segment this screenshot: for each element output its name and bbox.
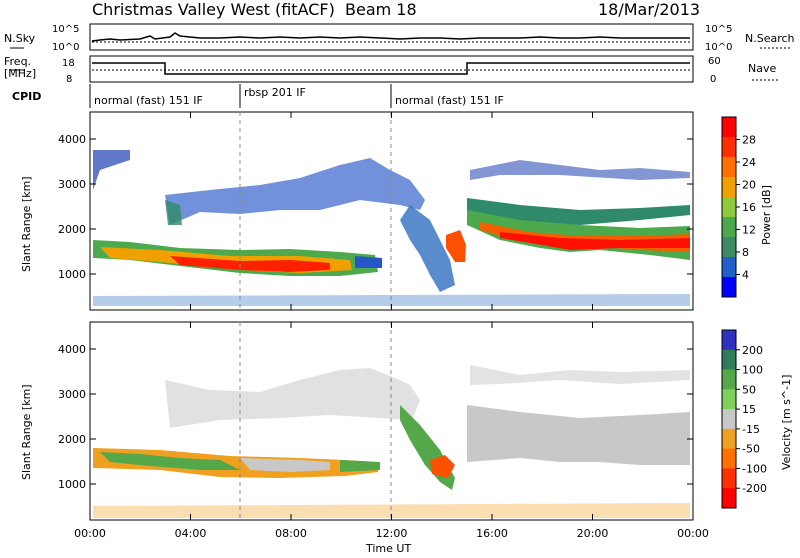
power-colorbar-segment: [722, 217, 736, 238]
nave-label: Nave: [748, 62, 776, 75]
freq-tick-high: 18: [62, 58, 75, 69]
velocity-colorbar-tick-label: -50: [742, 443, 760, 456]
cpid-panel: CPID normal (fast) 151 IF rbsp 201 IF no…: [12, 84, 504, 108]
velocity-colorbar-segment: [722, 409, 736, 430]
velocity-colorbar-segment: [722, 488, 736, 509]
power-x-axis: [89, 112, 694, 310]
cpid-mode-2: rbsp 201 IF: [244, 86, 306, 99]
power-colorbar-segment: [722, 257, 736, 278]
power-colorbar-segment: [722, 237, 736, 258]
power-y-axis: 1000 2000 3000 4000: [58, 133, 693, 281]
velocity-y-axis-label: Slant Range [km]: [20, 384, 33, 480]
nsearch-tick-high: 10^5: [705, 24, 732, 35]
nsky-tick-low: 10^0: [52, 42, 79, 53]
power-y-axis-label: Slant Range [km]: [20, 176, 33, 272]
velocity-colorbar-tick-label: -200: [742, 482, 767, 495]
power-colorbar-segment: [722, 277, 736, 298]
cpid-label: CPID: [12, 90, 41, 103]
power-colorbar-tick-label: 28: [742, 134, 756, 147]
nsky-label: N.Sky: [4, 32, 36, 45]
power-y-tick-label: 3000: [58, 178, 86, 191]
power-y-tick-label: 1000: [58, 268, 86, 281]
velocity-panel: 1000 2000 3000 4000 Slant Range [km]: [20, 321, 694, 521]
time-axis-labels: 00:00 04:00 08:00 12:00 16:00 20:00 00:00: [74, 527, 709, 540]
power-panel: 1000 2000 3000 4000 Slant Range [km]: [20, 111, 694, 311]
power-colorbar-tick-label: 8: [742, 246, 749, 259]
power-colorbar: 4 8 12 16 20 24 28 Power [dB]: [721, 116, 773, 298]
velocity-y-tick-label: 4000: [58, 343, 86, 356]
x-tick-label: 20:00: [577, 527, 609, 540]
power-colorbar-segment: [722, 177, 736, 198]
nsky-trace: [91, 32, 690, 42]
x-tick-label: 08:00: [275, 527, 307, 540]
nsky-tick-high: 10^5: [52, 24, 79, 35]
nsearch-tick-low: 10^0: [705, 42, 732, 53]
power-y-tick-label: 4000: [58, 133, 86, 146]
x-tick-label: 16:00: [476, 527, 508, 540]
velocity-colorbar-segment: [722, 349, 736, 371]
cpid-mode-1: normal (fast) 151 IF: [94, 94, 203, 107]
power-scatter: [93, 150, 690, 306]
freq-panel: Freq. [MHz] 18 8 60 0 Nave: [4, 55, 778, 85]
power-colorbar-tick-label: 20: [742, 179, 756, 192]
velocity-colorbar-tick-label: 100: [742, 364, 763, 377]
velocity-colorbar-tick-label: -15: [742, 423, 760, 436]
freq-trace: [92, 62, 690, 75]
velocity-y-tick-label: 3000: [58, 388, 86, 401]
velocity-x-axis: [89, 322, 694, 520]
nave-tick-low: 0: [710, 74, 716, 85]
velocity-colorbar-segment: [722, 448, 736, 469]
power-colorbar-segment: [722, 117, 736, 138]
x-tick-label: 04:00: [175, 527, 207, 540]
nave-tick-high: 60: [708, 56, 721, 67]
velocity-colorbar-tick-label: 50: [742, 383, 756, 396]
velocity-colorbar-segment: [722, 389, 736, 410]
velocity-y-tick-label: 1000: [58, 478, 86, 491]
velocity-colorbar-tick-label: -100: [742, 462, 767, 475]
power-colorbar-tick-label: 16: [742, 201, 756, 214]
power-colorbar-tick-label: 4: [742, 269, 749, 282]
freq-label-1: Freq.: [4, 55, 31, 68]
velocity-y-tick-label: 2000: [58, 433, 86, 446]
nsearch-label: N.Search: [745, 32, 795, 45]
x-tick-label: 00:00: [677, 527, 709, 540]
freq-tick-low: 8: [66, 74, 72, 85]
power-colorbar-segment: [722, 137, 736, 158]
power-colorbar-segment: [722, 157, 736, 178]
power-colorbar-tick-label: 24: [742, 156, 756, 169]
power-colorbar-tick-label: 12: [742, 224, 756, 237]
date-label: 18/Mar/2013: [598, 0, 700, 19]
x-tick-label: 00:00: [74, 527, 106, 540]
velocity-colorbar-segment: [722, 330, 736, 351]
station-title: Christmas Valley West (fitACF): [92, 0, 335, 19]
velocity-colorbar-segment: [722, 428, 736, 450]
velocity-scatter: [93, 365, 690, 518]
cpid-mode-3: normal (fast) 151 IF: [395, 94, 504, 107]
velocity-y-axis: 1000 2000 3000 4000: [58, 343, 693, 491]
velocity-colorbar-label: Velocity [m s^-1]: [780, 375, 793, 470]
x-tick-label: 12:00: [376, 527, 408, 540]
power-colorbar-segment: [722, 197, 736, 218]
nsky-panel: N.Sky 10^5 10^0 10^5 10^0 N.Search: [4, 23, 795, 53]
velocity-colorbar-tick-label: 200: [742, 344, 763, 357]
velocity-colorbar-segment: [722, 369, 736, 390]
power-colorbar-label: Power [dB]: [760, 185, 773, 245]
velocity-colorbar-tick-label: 15: [742, 403, 756, 416]
velocity-colorbar-segment: [722, 468, 736, 489]
beam-label: Beam 18: [345, 0, 417, 19]
power-y-tick-label: 2000: [58, 223, 86, 236]
freq-label-2: [MHz]: [4, 67, 36, 80]
x-axis-label: Time UT: [365, 542, 411, 554]
velocity-colorbar: 200 100 50 15 -15 -50 -100 -200 Velocity [m s^-…: [721, 329, 793, 509]
